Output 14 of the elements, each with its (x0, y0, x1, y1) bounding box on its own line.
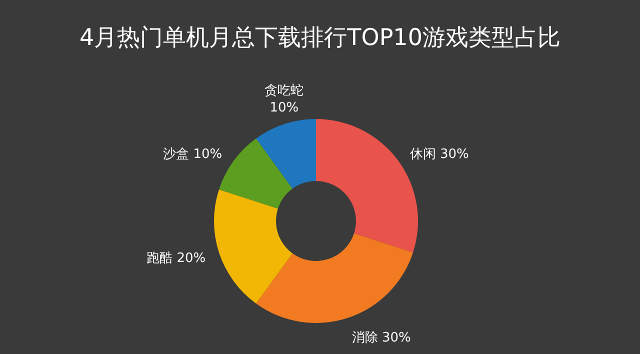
data-label: 20% (176, 250, 206, 266)
slice-label: 休闲 (410, 146, 440, 162)
donut-slice (256, 233, 414, 323)
donut-slice (214, 189, 292, 304)
donut-slice (256, 119, 316, 189)
chart-title: 4月热门单机月总下载排行TOP10游戏类型占比 (78, 24, 562, 53)
data-label: 10% (193, 146, 222, 162)
slice-label: 沙盒 (163, 146, 194, 162)
slice-label: 贪吃蛇 (264, 84, 304, 99)
data-label: 10% (270, 100, 299, 116)
slice-label: 消除 (352, 330, 382, 346)
data-label: 30% (382, 330, 411, 346)
slice-label: 跑酷 (146, 250, 177, 266)
data-label: 30% (440, 146, 469, 162)
